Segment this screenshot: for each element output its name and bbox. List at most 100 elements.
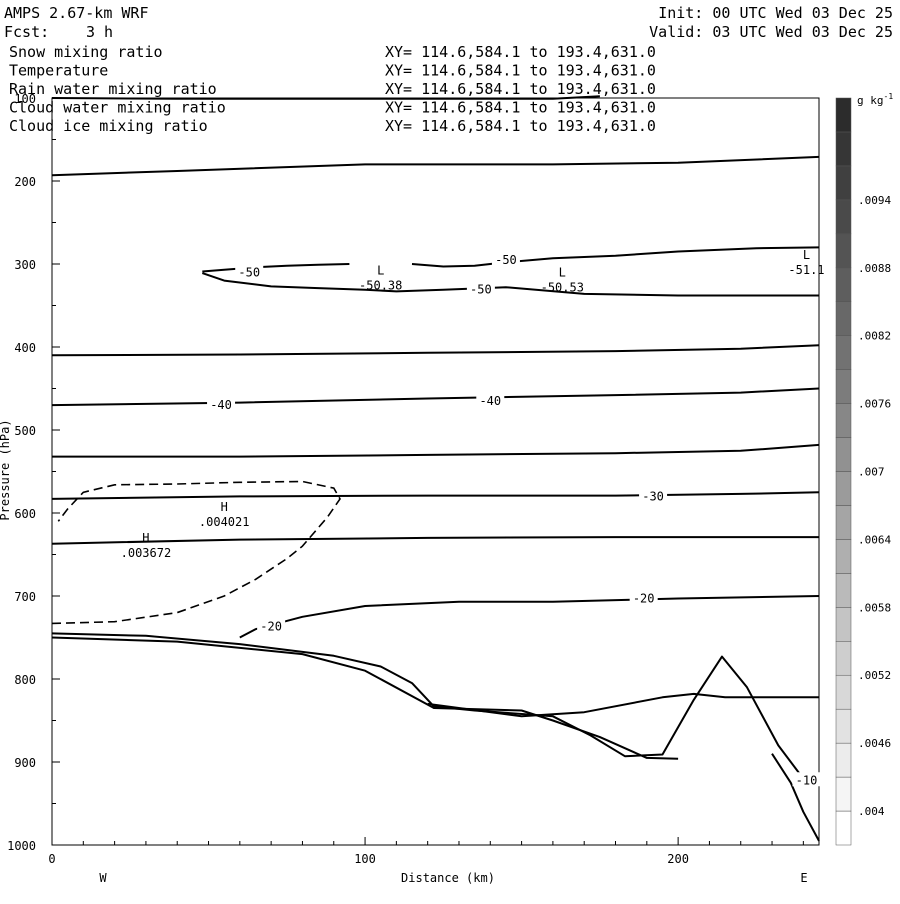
extremum-marker: H — [142, 531, 149, 545]
contour-label: -50 — [470, 283, 492, 297]
contour-label-bg — [629, 590, 658, 605]
colorbar-band — [835, 369, 852, 404]
contour-label-bg — [466, 281, 495, 296]
snow-contour — [51, 480, 341, 625]
colorbar-band — [835, 505, 852, 540]
extremum-marker: L — [377, 264, 384, 278]
temperature-contour — [411, 246, 820, 268]
temperature-contour — [239, 595, 820, 639]
colorbar-band — [835, 573, 852, 608]
contour-label-bg — [207, 397, 236, 412]
y-axis-label: Pressure (hPa) — [0, 419, 12, 520]
temperature-contour — [771, 753, 820, 842]
colorbar-band — [835, 301, 852, 336]
contour-label-bg — [491, 251, 520, 266]
temperature-contour — [51, 632, 820, 784]
extremum-marker: L — [559, 265, 566, 279]
colorbar-band — [835, 810, 852, 846]
forecast-hours: 3 h — [86, 23, 113, 41]
colorbar-label: .0052 — [858, 669, 891, 682]
extremum-value: -50.38 — [359, 279, 402, 293]
extremum-value: -51.1 — [788, 263, 824, 277]
colorbar-label: .0088 — [858, 262, 891, 275]
colorbar-unit: g kg-1 — [857, 92, 893, 107]
colorbar-band — [835, 199, 852, 235]
extremum-value: -50.53 — [541, 280, 584, 294]
field-name: Snow mixing ratio — [9, 43, 163, 61]
axes: 100 200 300 400 500 600 700 800 900 1000 0 100 200 — [7, 92, 804, 866]
field-xy: XY= 114.6,584.1 to 193.4,631.0 — [385, 43, 656, 61]
field-name: Cloud water mixing ratio — [9, 99, 226, 117]
y-tick-label: 500 — [14, 424, 36, 438]
colorbar-band — [835, 539, 852, 574]
colorbar-label: .004 — [858, 805, 885, 818]
field-xy: XY= 114.6,584.1 to 193.4,631.0 — [385, 117, 656, 135]
plot-frame — [51, 97, 820, 846]
contour-label: -50 — [495, 253, 517, 267]
temperature-contour — [51, 344, 820, 357]
colorbar: .004 .0046 .0052 .0058 .0064 .007 .0076 .0082 .0… — [835, 97, 891, 846]
x-tick-label: 200 — [667, 852, 689, 866]
model-title: AMPS 2.67-km WRF — [4, 4, 149, 22]
field-xy: XY= 114.6,584.1 to 193.4,631.0 — [385, 99, 656, 117]
colorbar-band — [835, 335, 852, 370]
temperature-contour — [51, 636, 679, 760]
temperature-contour — [51, 387, 820, 407]
contour-label-bg — [257, 618, 286, 633]
colorbar-label: .0082 — [858, 330, 891, 343]
colorbar-label: .0064 — [858, 533, 891, 546]
contour-label-bg — [476, 392, 505, 407]
y-tick-label: 600 — [14, 507, 36, 521]
extremum-value: .003672 — [121, 546, 172, 560]
forecast-label: Fcst: — [4, 23, 49, 41]
contour-layer — [51, 95, 820, 842]
contour-label: -50 — [238, 265, 260, 279]
temperature-contour — [51, 491, 820, 500]
y-tick-label: 900 — [14, 756, 36, 770]
east-label: E — [800, 871, 807, 885]
init-time: Init: 00 UTC Wed 03 Dec 25 — [658, 4, 893, 22]
temperature-contour — [51, 95, 600, 100]
colorbar-band — [835, 742, 852, 778]
x-tick-label: 100 — [354, 852, 376, 866]
colorbar-band — [835, 607, 852, 642]
colorbar-band — [835, 403, 852, 438]
colorbar-band — [835, 674, 852, 710]
colorbar-band — [835, 165, 852, 201]
contour-label: -10 — [796, 773, 818, 787]
y-tick-label: 800 — [14, 673, 36, 687]
contour-label-bg — [639, 488, 668, 503]
colorbar-label: .0058 — [858, 601, 891, 614]
extremum-marker: L — [803, 248, 810, 262]
colorbar-label: .007 — [858, 466, 885, 479]
y-tick-label: 400 — [14, 341, 36, 355]
colorbar-band — [835, 776, 852, 812]
extremum-marker: H — [221, 500, 228, 514]
contour-label: -20 — [633, 591, 655, 605]
contour-label: -20 — [260, 620, 282, 634]
contour-label: -40 — [210, 398, 232, 412]
field-xy: XY= 114.6,584.1 to 193.4,631.0 — [385, 80, 656, 98]
contour-label-bg — [792, 772, 821, 787]
y-tick-label: 200 — [14, 175, 36, 189]
y-tick-label: 1000 — [7, 839, 36, 853]
colorbar-band — [835, 131, 852, 167]
colorbar-band — [835, 437, 852, 472]
colorbar-band — [835, 471, 852, 506]
temperature-contour — [51, 155, 820, 177]
y-tick-label: 100 — [14, 92, 36, 106]
y-tick-label: 300 — [14, 258, 36, 272]
colorbar-band — [835, 97, 852, 133]
colorbar-label: .0094 — [858, 194, 891, 207]
contour-label-layer: -50-50-50-40 -40-30-20-20-10L-50.38L-50.5… — [121, 248, 825, 787]
west-label: W — [99, 871, 107, 885]
temperature-contour — [51, 536, 819, 545]
contour-label: -40 — [479, 394, 501, 408]
temperature-contour — [52, 443, 820, 458]
field-name: Rain water mixing ratio — [9, 80, 217, 98]
colorbar-label: .0076 — [858, 398, 891, 411]
temperature-contour — [201, 272, 819, 297]
y-tick-label: 700 — [14, 590, 36, 604]
x-axis-label: Distance (km) — [401, 871, 495, 885]
